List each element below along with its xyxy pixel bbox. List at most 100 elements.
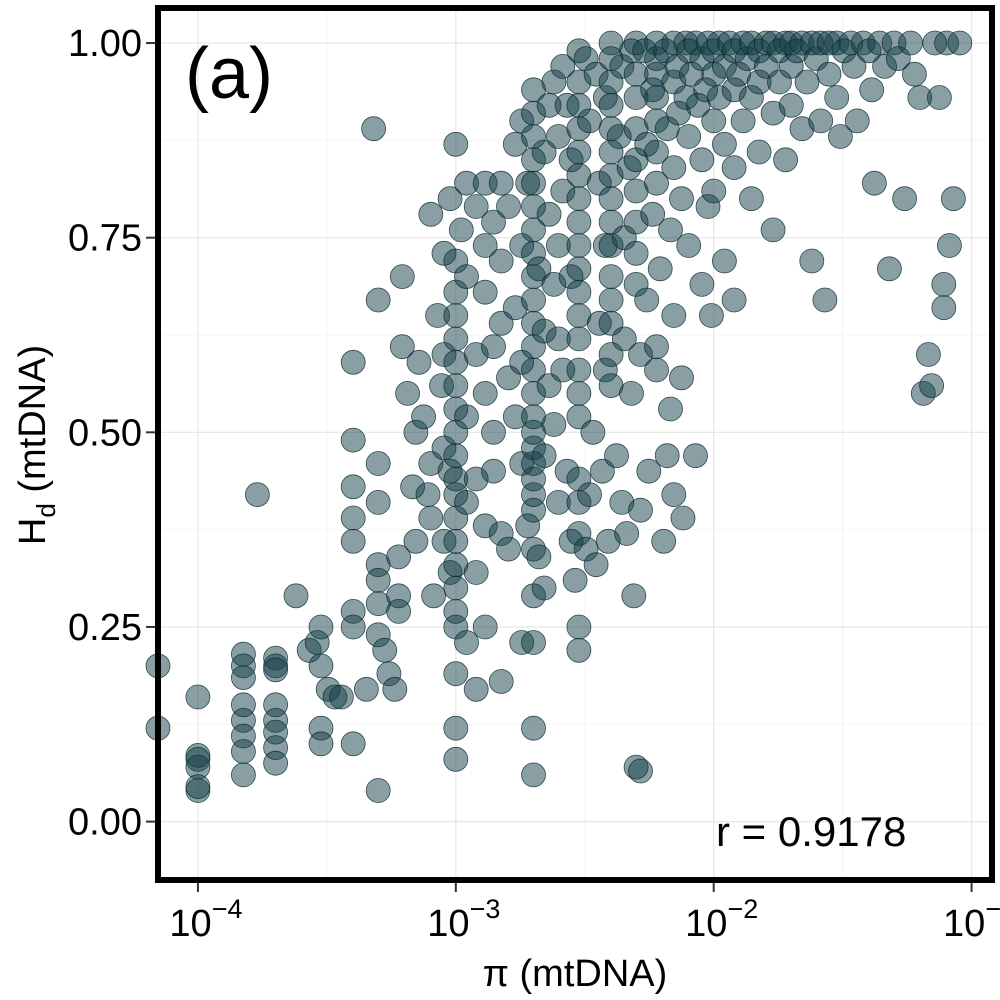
data-point: [816, 61, 842, 87]
data-point: [824, 85, 850, 110]
data-point: [628, 497, 653, 523]
plot-frame: [155, 5, 995, 883]
data-point: [773, 147, 798, 173]
data-point: [443, 715, 469, 741]
x-axis-title-unit: (mtDNA): [509, 953, 667, 995]
data-point: [481, 209, 506, 235]
data-point: [443, 326, 469, 352]
data-point: [566, 279, 592, 305]
data-point: [230, 762, 256, 788]
data-point: [859, 77, 885, 103]
y-tick-label: 0.00: [68, 802, 142, 844]
data-point: [661, 155, 687, 181]
data-point: [566, 326, 592, 352]
data-point: [472, 614, 498, 640]
data-point: [669, 365, 694, 391]
data-point: [566, 209, 592, 235]
data-point: [812, 287, 838, 313]
data-point: [365, 451, 391, 476]
data-point: [340, 731, 366, 757]
data-point: [844, 108, 870, 134]
y-tick-label: 0.25: [68, 607, 142, 649]
y-axis-title: Hd (mtDNA): [12, 345, 61, 545]
data-point: [590, 458, 615, 484]
data-point: [676, 124, 702, 149]
y-axis-title-symbol: H: [12, 518, 54, 545]
y-axis-title-subscript: d: [31, 503, 61, 517]
data-point: [566, 614, 592, 640]
data-point: [308, 653, 334, 679]
data-point: [577, 108, 602, 134]
data-point: [448, 217, 474, 243]
data-point: [634, 287, 660, 313]
data-point: [640, 201, 666, 227]
data-point: [661, 482, 687, 508]
data-point: [654, 443, 680, 469]
data-point: [566, 139, 592, 165]
data-point: [598, 92, 624, 118]
data-point: [689, 271, 715, 297]
data-point: [361, 116, 387, 142]
data-point: [531, 443, 557, 469]
data-point: [531, 575, 557, 601]
data-point: [411, 404, 437, 430]
data-point: [472, 279, 498, 305]
data-point: [443, 443, 469, 469]
data-point: [415, 482, 441, 508]
data-point: [340, 349, 366, 375]
data-point: [536, 201, 562, 227]
data-point: [669, 186, 694, 212]
data-point: [778, 92, 804, 118]
data-point: [488, 248, 514, 274]
data-point: [644, 334, 669, 360]
data-point: [496, 536, 521, 562]
data-point: [701, 108, 727, 134]
x-tick-base: 10: [943, 903, 985, 945]
data-point: [185, 684, 211, 710]
data-point: [794, 69, 820, 95]
data-point: [395, 380, 421, 406]
data-point: [230, 665, 256, 690]
data-point: [658, 217, 683, 243]
data-point: [185, 774, 211, 799]
correlation-annotation: r = 0.9178: [716, 808, 906, 855]
data-point: [328, 684, 354, 710]
data-point: [365, 778, 391, 803]
data-point: [799, 248, 825, 274]
y-axis: 0.00 0.25 0.50 0.75 1.00: [68, 23, 155, 844]
data-point: [619, 380, 644, 406]
data-point: [566, 380, 592, 406]
x-tick-base: 10: [685, 903, 727, 945]
data-point: [676, 233, 702, 258]
data-point: [902, 61, 927, 87]
y-axis-title-unit: (mtDNA): [12, 345, 54, 503]
data-point: [340, 614, 366, 640]
data-point: [481, 334, 506, 360]
x-tick-label: 10−4: [169, 894, 242, 945]
data-point: [365, 567, 391, 593]
data-point: [463, 194, 489, 219]
data-point: [521, 762, 546, 788]
data-point: [472, 380, 498, 406]
data-point: [353, 676, 379, 702]
y-tick-label: 1.00: [68, 23, 142, 65]
data-point: [418, 505, 444, 531]
data-point: [583, 552, 609, 578]
x-tick-label: 10−2: [685, 894, 758, 945]
data-point: [712, 248, 737, 274]
data-point: [760, 217, 786, 243]
data-point: [689, 147, 715, 173]
data-point: [566, 357, 592, 383]
data-point: [372, 637, 398, 663]
data-point: [916, 342, 941, 367]
data-point: [443, 746, 469, 772]
data-point: [746, 139, 772, 165]
data-point: [463, 676, 489, 702]
x-tick-exponent: −4: [212, 894, 243, 924]
data-point: [701, 178, 727, 204]
data-point: [230, 739, 256, 764]
data-point: [644, 357, 669, 383]
data-point: [931, 295, 957, 321]
data-point: [566, 256, 592, 282]
